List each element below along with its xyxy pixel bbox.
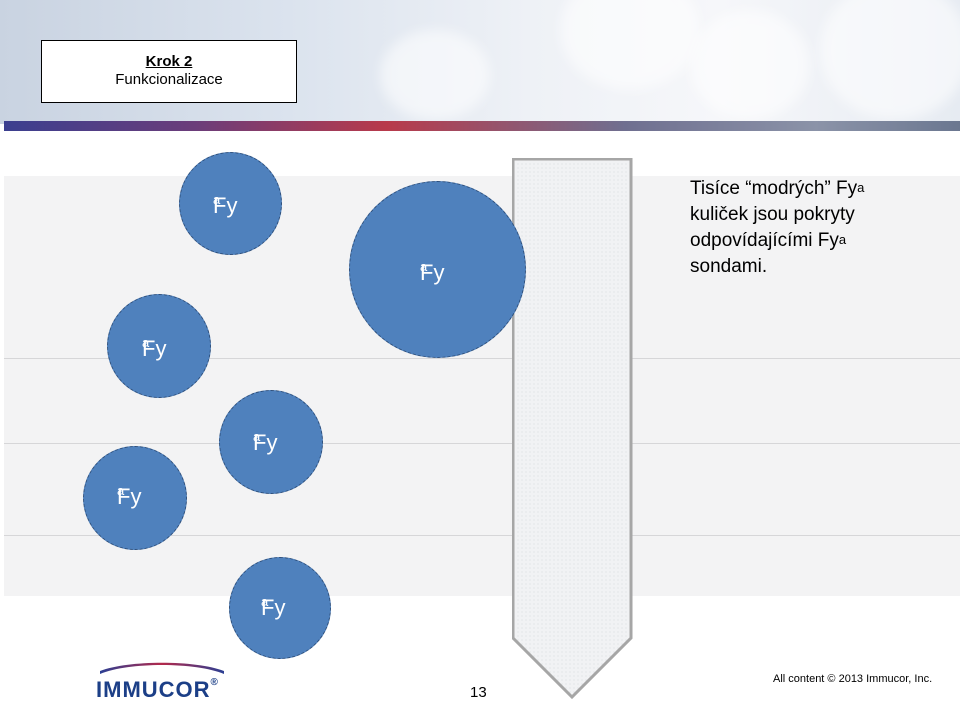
description-line: kuliček jsou pokryty bbox=[690, 204, 855, 225]
test-strip bbox=[512, 158, 633, 700]
bead-6: Fy a bbox=[229, 557, 331, 659]
page-number: 13 bbox=[470, 684, 487, 701]
description-line: sondami. bbox=[690, 256, 768, 277]
immucor-logo: IMMUCOR® bbox=[96, 660, 236, 702]
logo-swoosh-icon bbox=[100, 662, 224, 674]
header-background bbox=[0, 0, 960, 124]
description-line: Tisíce “modrých” Fya bbox=[690, 178, 865, 199]
grid-line bbox=[4, 358, 960, 359]
bead-4: Fy a bbox=[219, 390, 323, 494]
grid-line bbox=[4, 443, 960, 444]
bead-1: Fy a bbox=[179, 152, 282, 255]
bead-2: Fy a bbox=[349, 181, 526, 358]
step-subtitle: Funkcionalizace bbox=[115, 71, 223, 88]
step-title: Krok 2 bbox=[145, 53, 193, 70]
bead-5: Fy a bbox=[83, 446, 187, 550]
description-line: odpovídajícími Fya bbox=[690, 230, 847, 251]
header-color-bar bbox=[4, 121, 960, 131]
description: Tisíce “modrých” Fya kuliček jsou pokryt… bbox=[690, 176, 950, 280]
step-box: Krok 2 Funkcionalizace bbox=[41, 40, 297, 103]
grid-line bbox=[4, 535, 960, 536]
copyright: All content © 2013 Immucor, Inc. bbox=[773, 673, 933, 685]
bead-3: Fy a bbox=[107, 294, 211, 398]
